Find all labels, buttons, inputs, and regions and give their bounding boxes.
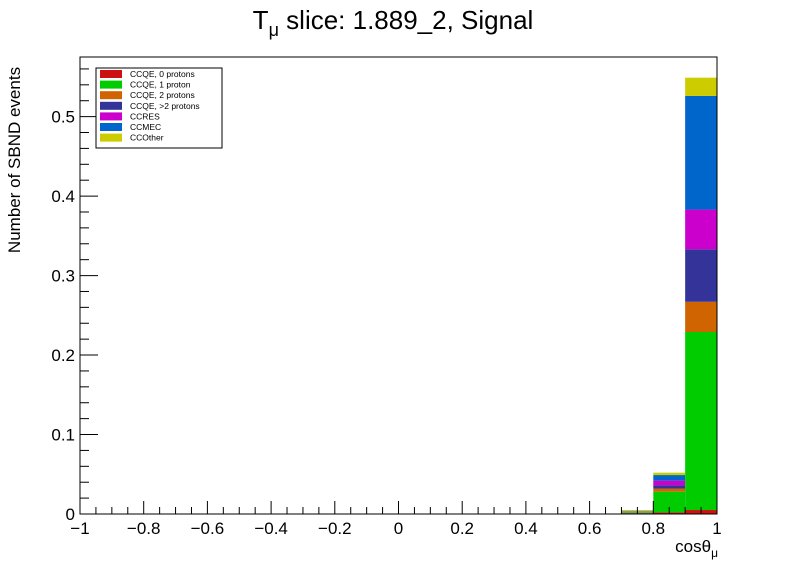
legend-label: CCQE, 1 proton [130, 80, 191, 90]
y-tick-label: 0.3 [51, 267, 75, 286]
y-tick-label: 0.1 [51, 426, 75, 445]
x-tick-label: −0.2 [318, 519, 352, 538]
x-axis-label-sub: μ [711, 546, 718, 560]
y-tick-label: 0 [66, 505, 75, 524]
x-axis-label-main: cosθ [675, 537, 711, 556]
x-axis-label: cosθμ [675, 537, 718, 560]
x-tick-label: 0 [394, 519, 403, 538]
bar-3-series-3 [685, 249, 717, 301]
x-tick-label: −0.6 [191, 519, 225, 538]
x-tick-label: 0.2 [450, 519, 474, 538]
bar-2-series-3 [653, 485, 685, 488]
legend-label: CCMEC [130, 122, 161, 132]
legend-swatch [100, 123, 122, 131]
bar-3-series-5 [685, 96, 717, 210]
y-tick-label: 0.5 [51, 108, 75, 127]
legend-swatch [100, 102, 122, 110]
legend-swatch [100, 70, 122, 78]
legend-label: CCRES [130, 111, 160, 121]
chart-title-rest: slice: 1.889_2, Signal [279, 5, 533, 35]
legend-label: CCQE, >2 protons [130, 101, 200, 111]
x-tick-label: −0.8 [127, 519, 161, 538]
bars-layer [621, 78, 717, 514]
bar-3-series-6 [685, 78, 717, 96]
x-tick-label: 0.8 [641, 519, 665, 538]
bar-2-series-4 [653, 481, 685, 486]
chart-title-main: T [253, 5, 269, 35]
y-axis-label: Number of SBND events [5, 67, 24, 253]
y-tick-label: 0.4 [51, 187, 75, 206]
legend-swatch [100, 91, 122, 99]
chart-title-sub: μ [269, 20, 279, 40]
bar-3-series-2 [685, 302, 717, 332]
legend-label: CCOther [130, 133, 164, 143]
legend-label: CCQE, 0 protons [130, 69, 195, 79]
bar-2-series-6 [653, 473, 685, 475]
bar-2-series-2 [653, 489, 685, 492]
bar-2-series-5 [653, 475, 685, 481]
x-tick-label: 0.6 [578, 519, 602, 538]
y-tick-label: 0.2 [51, 346, 75, 365]
x-tick-label: 1 [712, 519, 721, 538]
bar-3-series-1 [685, 332, 717, 510]
bar-3-series-4 [685, 210, 717, 250]
x-tick-label: −0.4 [254, 519, 288, 538]
legend-label: CCQE, 2 protons [130, 90, 195, 100]
legend-swatch [100, 112, 122, 120]
legend-swatch [100, 81, 122, 89]
x-tick-label: 0.4 [514, 519, 538, 538]
legend-swatch [100, 134, 122, 142]
chart-title: Tμ slice: 1.889_2, Signal [253, 5, 534, 40]
